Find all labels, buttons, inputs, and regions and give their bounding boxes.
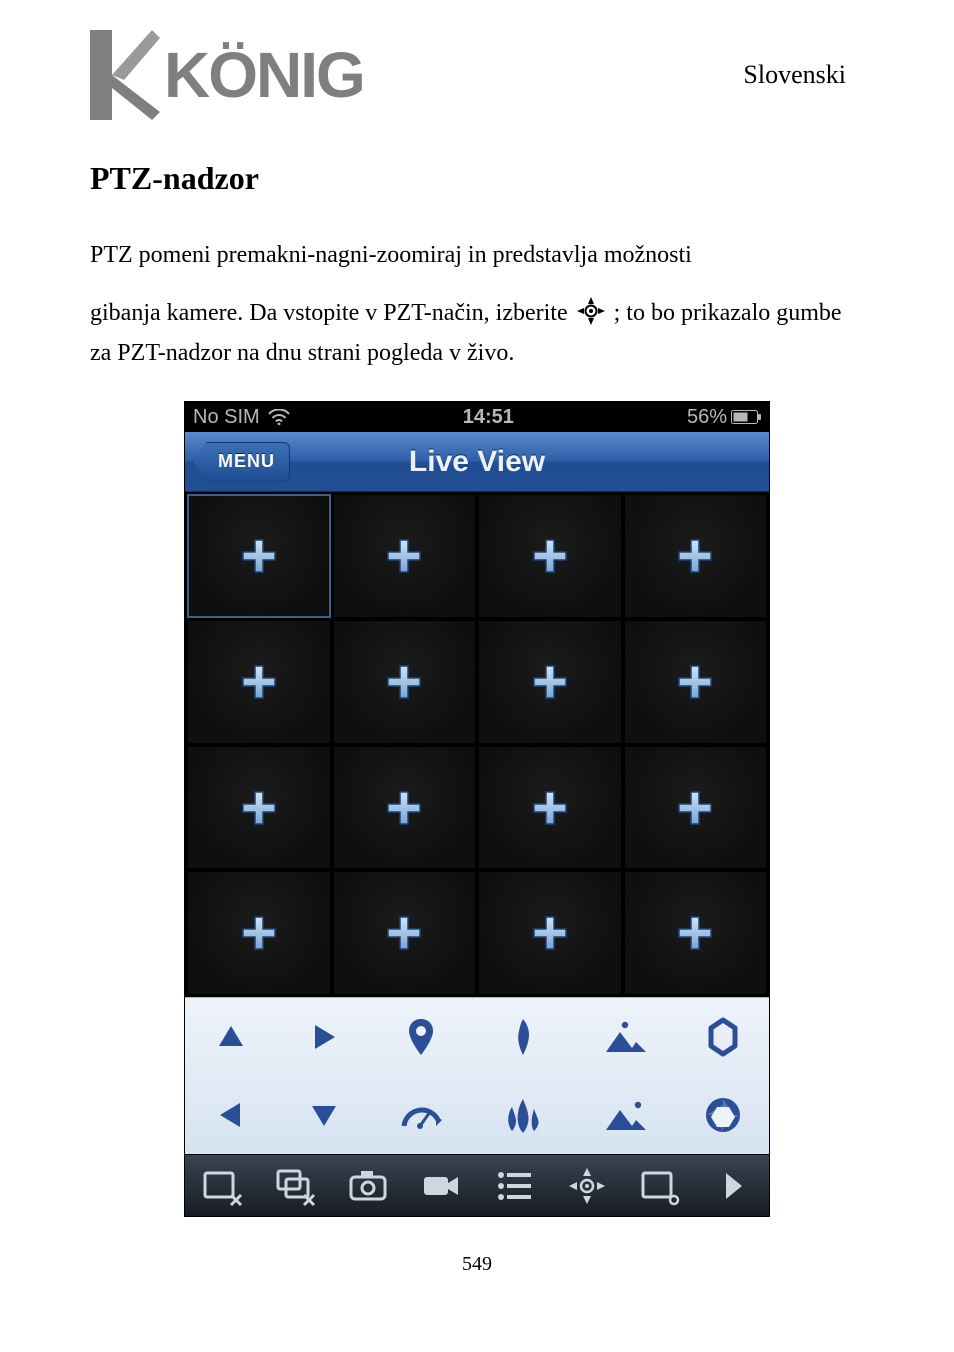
description-line2: gibanja kamere. Da vstopite v PZT-način,… <box>90 293 864 373</box>
add-camera-icon <box>384 913 424 953</box>
camera-slot[interactable] <box>333 620 477 744</box>
battery-percent: 56% <box>687 406 727 429</box>
description-line1: PTZ pomeni premakni-nagni-zoomiraj in pr… <box>90 235 864 275</box>
add-camera-icon <box>530 662 570 702</box>
ptz-row-2 <box>185 1076 769 1154</box>
shutter-icon[interactable] <box>703 1095 743 1135</box>
multi-layout-close-icon[interactable] <box>274 1165 316 1207</box>
camera-slot[interactable] <box>333 746 477 870</box>
camera-slot[interactable] <box>478 746 622 870</box>
wifi-icon <box>268 409 290 425</box>
scenery-dot-side-icon[interactable] <box>602 1098 648 1132</box>
pan-right-icon[interactable] <box>309 1022 339 1052</box>
camera-slot[interactable] <box>333 871 477 995</box>
camera-grid <box>185 492 769 997</box>
camera-slot[interactable] <box>187 620 331 744</box>
status-bar: No SIM 14:51 56% <box>185 402 769 432</box>
pan-up-icon[interactable] <box>216 1022 246 1052</box>
flame-wipe-icon[interactable] <box>511 1017 535 1057</box>
camera-slot[interactable] <box>624 620 768 744</box>
record-video-icon[interactable] <box>420 1165 462 1207</box>
add-camera-icon <box>675 662 715 702</box>
add-camera-icon <box>384 662 424 702</box>
add-camera-icon <box>239 913 279 953</box>
ptz-mode-icon <box>576 296 606 326</box>
nav-title: Live View <box>409 445 545 479</box>
pan-left-icon[interactable] <box>216 1100 246 1130</box>
bottom-toolbar <box>185 1154 769 1216</box>
language-label: Slovenski <box>743 60 846 90</box>
add-camera-icon <box>530 536 570 576</box>
scenery-dot-up-icon[interactable] <box>602 1020 648 1054</box>
description: PTZ pomeni premakni-nagni-zoomiraj in pr… <box>90 235 864 373</box>
add-camera-icon <box>675 913 715 953</box>
phone-screenshot: No SIM 14:51 56% MENU Live View <box>184 401 770 1217</box>
menu-button-label: MENU <box>218 451 275 472</box>
page-number: 549 <box>90 1253 864 1276</box>
add-camera-icon <box>675 536 715 576</box>
aperture-open-icon[interactable] <box>703 1017 743 1057</box>
pan-down-icon[interactable] <box>309 1100 339 1130</box>
konig-k-mark-icon <box>90 30 160 120</box>
camera-slot[interactable] <box>624 746 768 870</box>
add-camera-icon <box>530 788 570 828</box>
camera-slot[interactable] <box>478 871 622 995</box>
fire-icon[interactable] <box>502 1097 544 1133</box>
add-camera-icon <box>239 662 279 702</box>
carrier-label: No SIM <box>193 406 260 429</box>
camera-slot[interactable] <box>478 620 622 744</box>
camera-slot[interactable] <box>187 494 331 618</box>
add-camera-icon <box>675 788 715 828</box>
ptz-toggle-icon[interactable] <box>566 1165 608 1207</box>
menu-button[interactable]: MENU <box>193 442 290 482</box>
single-layout-dot-icon[interactable] <box>639 1165 681 1207</box>
ptz-row-1 <box>185 998 769 1076</box>
add-camera-icon <box>239 788 279 828</box>
add-camera-icon <box>530 913 570 953</box>
ptz-control-panel <box>185 997 769 1154</box>
add-camera-icon <box>239 536 279 576</box>
brand-logo: KÖNIG <box>90 30 364 120</box>
single-layout-close-icon[interactable] <box>201 1165 243 1207</box>
camera-slot[interactable] <box>624 494 768 618</box>
camera-slot[interactable] <box>333 494 477 618</box>
camera-slot[interactable] <box>187 871 331 995</box>
speed-gauge-icon[interactable] <box>400 1098 442 1132</box>
camera-slot[interactable] <box>187 746 331 870</box>
description-part-a: gibanja kamere. Da vstopite v PZT-način,… <box>90 300 574 326</box>
add-camera-icon <box>384 788 424 828</box>
add-camera-icon <box>384 536 424 576</box>
page-title: PTZ-nadzor <box>90 160 864 197</box>
camera-slot[interactable] <box>478 494 622 618</box>
camera-slot[interactable] <box>624 871 768 995</box>
battery-icon <box>731 410 761 424</box>
channel-list-icon[interactable] <box>493 1165 535 1207</box>
nav-bar: MENU Live View <box>185 432 769 492</box>
preset-pin-icon[interactable] <box>404 1017 438 1057</box>
document-header: KÖNIG Slovenski <box>90 30 864 120</box>
more-right-icon[interactable] <box>712 1165 754 1207</box>
snapshot-camera-icon[interactable] <box>347 1165 389 1207</box>
brand-name: KÖNIG <box>164 38 364 112</box>
clock: 14:51 <box>463 406 514 429</box>
